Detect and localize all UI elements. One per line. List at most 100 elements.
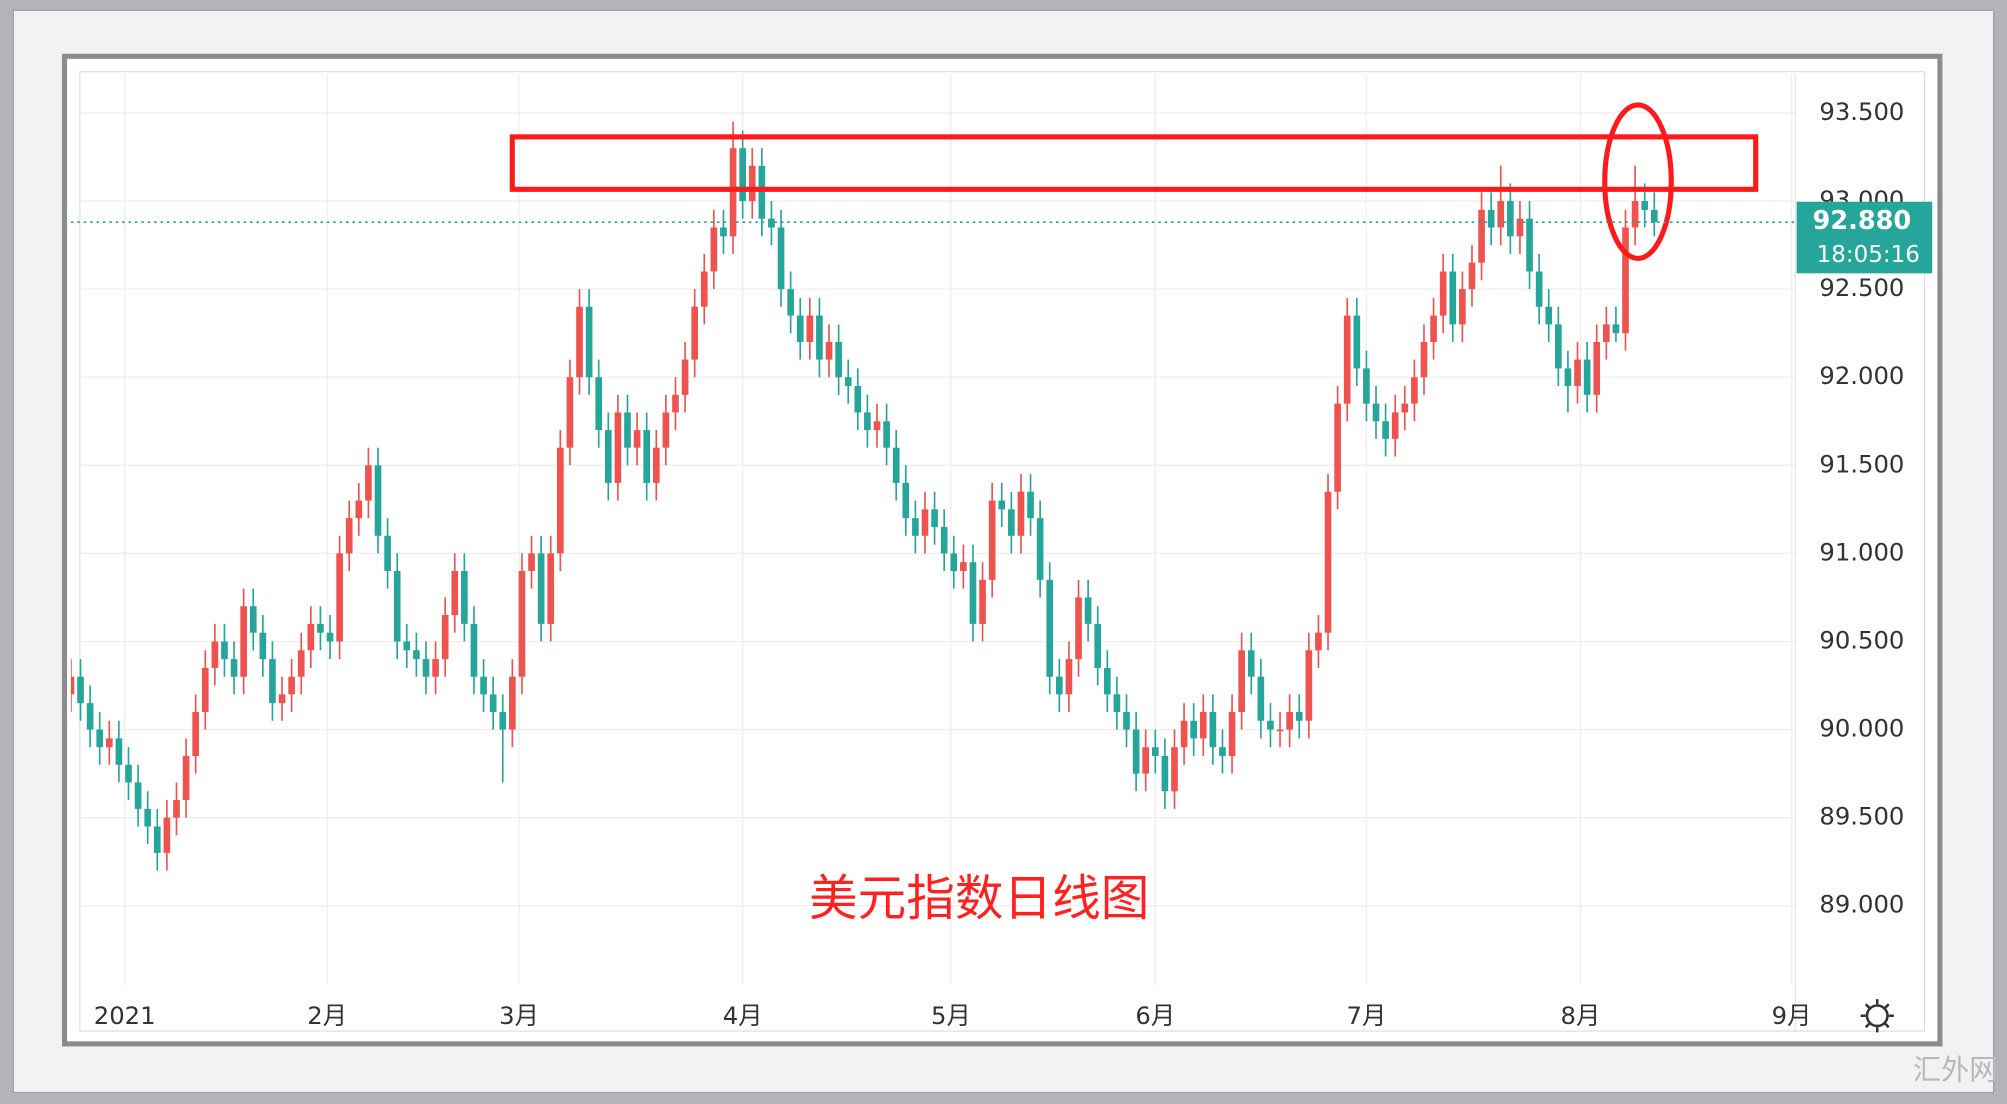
candle-body [451, 571, 459, 616]
candle-body [672, 394, 679, 413]
candle-body [1094, 623, 1102, 668]
candle-body [105, 738, 113, 748]
y-tick-label: 89.500 [1819, 802, 1904, 831]
x-tick-label: 2021 [94, 1001, 156, 1030]
annotation: 美元指数日线图 [809, 871, 1149, 927]
watermark: 汇外网 [1913, 1054, 1997, 1087]
candle-body [1315, 632, 1322, 651]
candle-body [163, 817, 171, 853]
candle-body [1439, 271, 1447, 316]
candle-body [768, 218, 775, 228]
candle-body [1103, 667, 1111, 695]
candle-body [470, 623, 478, 677]
y-tick-label: 93.500 [1819, 97, 1904, 126]
candle-body [345, 518, 353, 554]
candle-body [835, 341, 842, 378]
x-tick-label: 5月 [931, 1001, 971, 1030]
candle-body [681, 359, 689, 395]
candle-body [643, 430, 651, 483]
candle-body [489, 694, 497, 712]
candle-body [912, 518, 919, 536]
settings-icon[interactable] [1860, 999, 1894, 1033]
candle-body [864, 412, 871, 431]
candle-body [758, 165, 766, 219]
candle-body [528, 553, 535, 572]
x-tick-label: 8月 [1561, 1001, 1601, 1030]
panel [61, 53, 1943, 1047]
candle-body [269, 659, 276, 704]
candle-body [77, 676, 84, 704]
candle-body [1468, 262, 1476, 290]
candle-body [748, 165, 756, 202]
candle-body [307, 623, 315, 651]
candle-body [1459, 289, 1466, 325]
grid [79, 74, 1796, 986]
candle-body [892, 447, 900, 483]
candle-body [1219, 747, 1226, 756]
candle-body [125, 764, 132, 783]
candle-body [729, 148, 737, 237]
candle-body [70, 676, 75, 695]
y-tick-label: 90.000 [1819, 714, 1904, 743]
candle-body [931, 509, 938, 527]
candle-body [1382, 421, 1389, 439]
candle-body [1343, 315, 1351, 404]
candle-body [806, 315, 814, 342]
candle-body [144, 808, 152, 827]
candle-body [1535, 271, 1543, 307]
candle-body [1056, 676, 1063, 695]
candle-body [902, 482, 910, 519]
candle-body [1641, 201, 1649, 210]
candle-body [1199, 711, 1207, 739]
candle-body [1008, 509, 1015, 536]
x-tick-label: 2月 [307, 1001, 347, 1030]
candle-body [1324, 491, 1332, 633]
candle-body [96, 729, 104, 748]
candle-body [1113, 694, 1121, 712]
candle-body [1180, 720, 1188, 748]
candle-body [1583, 359, 1591, 395]
candle-body [825, 341, 833, 360]
candle-body [1602, 324, 1610, 342]
candle-body [297, 650, 305, 677]
candle-body [604, 430, 612, 483]
candle-body [1257, 676, 1265, 721]
candle-body [441, 615, 449, 660]
candle-body [1612, 324, 1620, 334]
candle-body [547, 553, 555, 624]
candle-body [1123, 711, 1130, 730]
candle-body [1267, 720, 1274, 730]
candle-body [355, 500, 363, 519]
candle-body [969, 562, 977, 624]
candle-body [192, 711, 199, 756]
candle-body [1276, 729, 1284, 732]
candle-body [1238, 650, 1245, 712]
labels: 89.000 89.500 90.000 90.500 91.000 91.500 92.0… [94, 97, 1905, 1030]
candle-body [979, 579, 986, 624]
candle-body [1209, 711, 1217, 748]
candle-body [1171, 747, 1178, 792]
y-tick-label: 90.500 [1819, 625, 1904, 654]
candle-body [1622, 227, 1629, 334]
candle-body [259, 632, 267, 660]
candle-body [1305, 650, 1313, 721]
candle-body [988, 500, 996, 580]
candle-body [1497, 201, 1505, 228]
candle-body [278, 694, 286, 704]
countdown: 18:05:16 [1817, 242, 1920, 268]
candle-body [211, 641, 219, 668]
candle-body [940, 526, 948, 554]
candle-body [1027, 491, 1034, 519]
candle-body [288, 676, 295, 695]
price-badge [1796, 201, 1933, 274]
candle-body [317, 623, 324, 633]
inner-border [79, 70, 1926, 1032]
candle-body [201, 667, 209, 712]
candle-body [1036, 518, 1044, 580]
candle-body [365, 465, 372, 501]
candle-body [1046, 579, 1054, 677]
candle-body [960, 562, 967, 572]
candle-body [921, 509, 929, 536]
